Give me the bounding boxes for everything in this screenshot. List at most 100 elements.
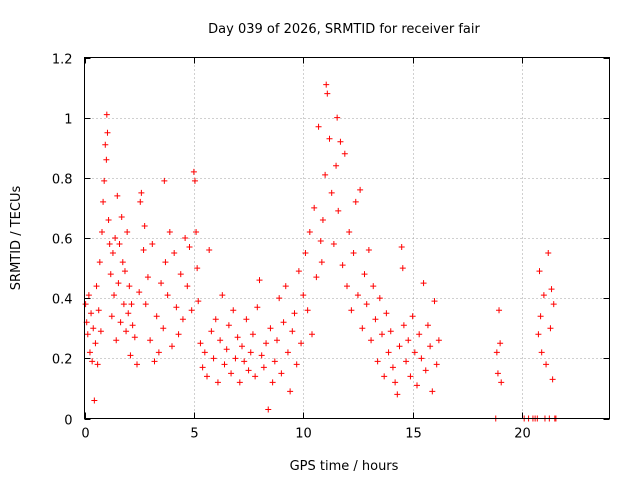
x-tick-label: 15 — [405, 427, 422, 442]
data-point — [435, 337, 442, 344]
data-point — [535, 331, 542, 338]
data-point — [210, 355, 217, 362]
data-point — [313, 274, 320, 281]
data-point — [427, 343, 434, 350]
data-point — [128, 301, 135, 308]
data-point — [335, 207, 342, 214]
data-point — [155, 349, 162, 356]
y-tick-label: 1.2 — [52, 53, 73, 68]
data-point — [96, 259, 103, 266]
data-point — [405, 337, 412, 344]
data-point — [239, 343, 245, 350]
data-point — [550, 301, 557, 308]
data-point — [537, 313, 544, 320]
data-point — [254, 304, 261, 311]
data-point — [230, 307, 237, 314]
data-point — [117, 319, 124, 326]
data-point — [195, 298, 202, 305]
x-tick-label: 0 — [81, 427, 89, 442]
data-point — [108, 313, 115, 320]
data-point — [265, 406, 272, 413]
data-point — [260, 364, 267, 371]
data-point — [274, 337, 280, 344]
data-point — [278, 370, 285, 377]
data-point — [414, 382, 420, 389]
data-point — [137, 198, 144, 205]
data-point — [497, 340, 504, 347]
data-point — [221, 361, 228, 368]
data-point — [125, 310, 132, 317]
data-point — [199, 364, 206, 371]
data-point — [247, 349, 254, 356]
data-point — [379, 331, 385, 338]
data-point — [206, 247, 213, 254]
data-point — [124, 228, 131, 235]
data-point — [119, 259, 126, 266]
data-point — [354, 292, 361, 299]
data-point — [104, 129, 111, 136]
data-point — [103, 111, 110, 118]
data-point — [317, 238, 324, 245]
data-point — [263, 340, 270, 347]
data-point — [100, 198, 107, 205]
data-point — [175, 331, 182, 338]
data-point — [188, 307, 195, 314]
data-point — [295, 268, 302, 275]
data-point — [93, 283, 100, 290]
data-point — [496, 307, 503, 314]
data-point — [258, 352, 265, 359]
data-point — [328, 189, 335, 196]
x-tick-label: 20 — [514, 427, 531, 442]
data-point — [333, 162, 340, 169]
data-point — [374, 358, 381, 365]
data-point — [252, 373, 259, 380]
data-point — [112, 235, 119, 241]
data-point — [136, 289, 143, 296]
data-point — [201, 349, 208, 356]
chart-title: Day 039 of 2026, SRMTID for receiver fai… — [208, 22, 480, 37]
data-point — [225, 322, 232, 329]
data-point — [88, 310, 95, 317]
data-point — [103, 156, 110, 163]
data-point — [97, 328, 104, 335]
data-point — [337, 138, 344, 145]
data-point — [304, 307, 311, 314]
data-point — [140, 247, 147, 254]
data-point — [339, 262, 346, 269]
data-point — [494, 370, 501, 377]
data-point — [85, 292, 92, 299]
data-point — [241, 358, 248, 365]
data-point — [271, 358, 278, 365]
data-point — [282, 283, 289, 290]
data-point — [319, 216, 326, 223]
data-point — [245, 367, 252, 374]
data-point — [190, 168, 197, 175]
data-point — [383, 310, 390, 317]
data-point — [424, 322, 431, 329]
data-point — [84, 331, 91, 338]
data-point — [409, 313, 416, 320]
data-point — [197, 340, 204, 347]
data-point — [431, 298, 438, 305]
data-point — [361, 271, 368, 278]
data-point — [120, 301, 127, 308]
data-point — [399, 265, 406, 272]
data-point — [138, 189, 145, 196]
axis-ticks: 0 5 10 15 20 0 0.2 0.4 0.6 0.8 1 1.2 — [52, 53, 610, 442]
grid-lines — [84, 57, 610, 419]
data-point — [151, 358, 158, 365]
data-point — [287, 388, 294, 395]
data-point — [389, 364, 396, 371]
data-point — [177, 271, 184, 278]
data-point — [346, 228, 353, 235]
data-point — [193, 228, 200, 235]
data-point — [309, 331, 315, 338]
data-point — [92, 340, 99, 347]
data-point — [147, 337, 154, 344]
data-point — [127, 352, 134, 359]
data-point — [162, 259, 169, 266]
data-point — [217, 337, 224, 344]
data-point — [194, 265, 201, 272]
data-point — [326, 135, 333, 142]
data-point — [359, 325, 366, 332]
